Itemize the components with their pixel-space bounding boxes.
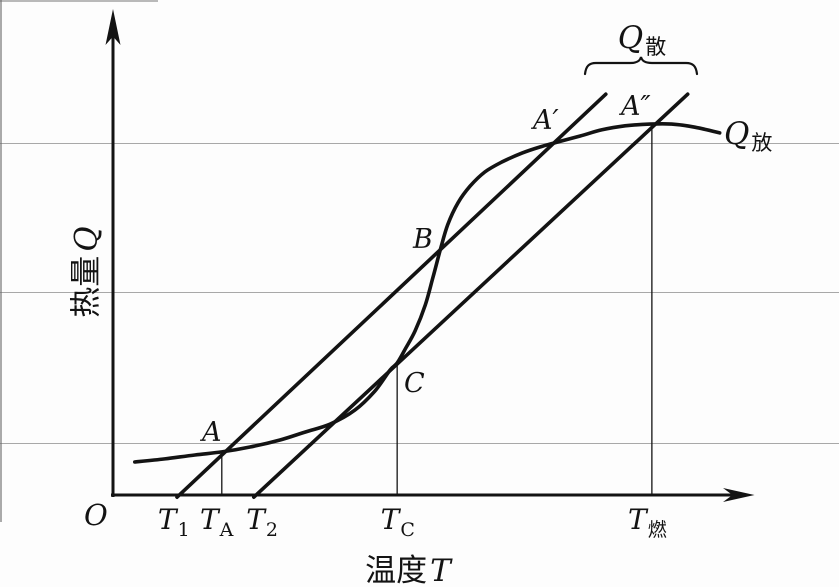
point-label-a: A xyxy=(202,417,222,448)
q-dissipated-subscript: 散 xyxy=(645,35,667,59)
x-tick-subscript: 1 xyxy=(177,519,190,541)
x-tick-label-A: TA xyxy=(200,503,233,541)
origin-label: O xyxy=(84,498,108,532)
q-released-subscript: 放 xyxy=(751,131,773,155)
x-tick-label-C: TC xyxy=(381,503,415,541)
point-label-a-prime: A′ xyxy=(533,105,559,136)
x-tick-symbol: T xyxy=(157,503,177,536)
q-released-symbol: Q xyxy=(724,116,750,152)
x-axis-label-cjk: 温度 xyxy=(365,553,428,587)
x-tick-subscript: 2 xyxy=(265,519,278,541)
point-label-c: C xyxy=(404,368,425,399)
scan-artifact-line xyxy=(0,443,839,444)
y-axis-label: 热量 Q xyxy=(61,226,106,317)
y-axis-arrow xyxy=(105,9,121,45)
x-tick-label-2: T2 xyxy=(246,503,278,541)
x-tick-symbol: T xyxy=(246,503,265,536)
q-released-label: Q放 xyxy=(724,116,772,157)
y-axis-label-symbol: Q xyxy=(68,226,105,252)
x-tick-subscript: A xyxy=(219,519,234,541)
x-axis-arrow xyxy=(723,488,755,502)
x-tick-subscript: C xyxy=(400,519,415,541)
scan-artifact-line xyxy=(0,292,839,293)
x-tick-subscript: 燃 xyxy=(647,519,667,541)
x-tick-symbol: T xyxy=(628,503,647,536)
dissipated-brace xyxy=(583,56,699,76)
point-label-b: B xyxy=(413,224,433,255)
q-dissipated-label: Q散 xyxy=(586,20,698,61)
q-dissipated-line-1 xyxy=(175,92,608,499)
y-axis-label-cjk: 热量 xyxy=(68,255,105,318)
x-tick-label-燃: T燃 xyxy=(628,503,667,542)
x-tick-label-1: T1 xyxy=(158,503,190,541)
scan-edge-top xyxy=(0,0,158,2)
scan-edge-left xyxy=(0,0,2,522)
x-tick-symbol: T xyxy=(380,503,400,536)
point-label-a-double-prime: A″ xyxy=(621,91,651,122)
x-axis-label-symbol: T xyxy=(430,553,451,587)
x-tick-symbol: T xyxy=(199,503,219,536)
q-dissipated-line-2 xyxy=(252,92,690,499)
q-dissipated-symbol: Q xyxy=(617,20,644,56)
x-axis-label: 温度T xyxy=(338,545,478,587)
scan-artifact-line xyxy=(0,143,839,144)
q-released-curve xyxy=(133,122,722,464)
